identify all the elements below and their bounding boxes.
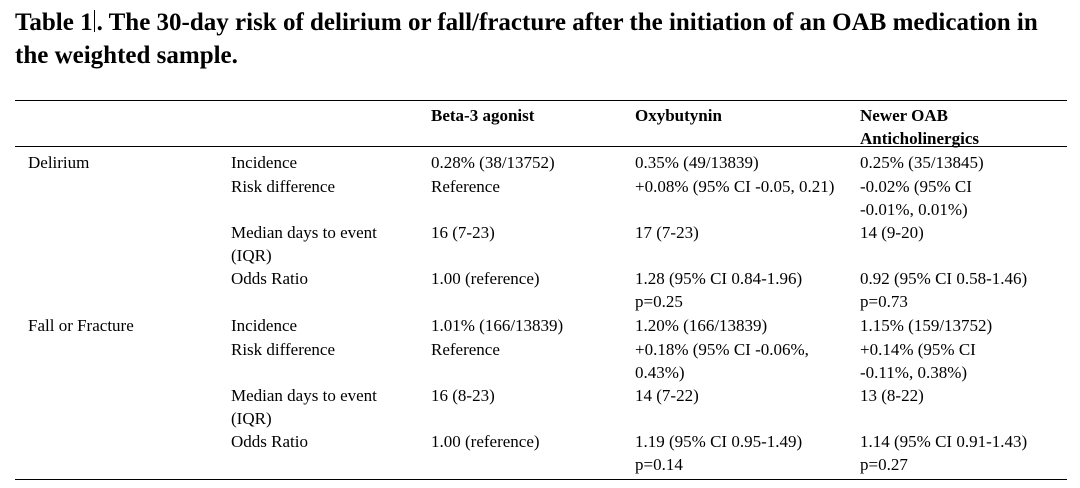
table-cell: -0.02% (95% CI -0.01%, 0.01%): [860, 177, 972, 219]
group-label-delirium: Delirium: [28, 153, 90, 172]
table-cell: 14 (7-22): [635, 386, 699, 405]
table-cell: 1.20% (166/13839): [635, 316, 768, 335]
table-cell: +0.18% (95% CI -0.06%, 0.43%): [635, 340, 809, 382]
table-cell: 17 (7-23): [635, 223, 699, 242]
table-cell: 0.35% (49/13839): [635, 153, 759, 172]
header-rule: [15, 146, 1067, 147]
table-cell: Reference: [431, 177, 500, 196]
table-cell: 14 (9-20): [860, 223, 924, 242]
table-top-rule: [15, 100, 1067, 101]
caption-text: . The 30-day risk of delirium or fall/fr…: [15, 9, 1038, 69]
header-oxybutynin: Oxybutynin: [635, 106, 722, 125]
measure-label: Odds Ratio: [231, 269, 308, 288]
group-label-fall-fracture: Fall or Fracture: [28, 316, 134, 335]
table-cell: 0.92 (95% CI 0.58-1.46) p=0.73: [860, 269, 1028, 311]
header-beta3: Beta-3 agonist: [431, 106, 535, 125]
table-cell: Reference: [431, 340, 500, 359]
table-cell: 1.14 (95% CI 0.91-1.43) p=0.27: [860, 432, 1028, 474]
table-cell: 1.15% (159/13752): [860, 316, 993, 335]
measure-label: Median days to event (IQR): [231, 223, 377, 265]
table-cell: 1.01% (166/13839): [431, 316, 564, 335]
table-cell: 0.28% (38/13752): [431, 153, 555, 172]
measure-label: Median days to event (IQR): [231, 386, 377, 428]
table-bottom-rule: [15, 479, 1067, 480]
header-newer-oab: Newer OAB Anticholinergics: [860, 106, 979, 148]
measure-label: Incidence: [231, 316, 298, 335]
table-cell: 16 (7-23): [431, 223, 495, 242]
table-cell: 1.19 (95% CI 0.95-1.49) p=0.14: [635, 432, 803, 474]
table-cell: 13 (8-22): [860, 386, 924, 405]
table-cell: +0.08% (95% CI -0.05, 0.21): [635, 177, 835, 196]
table-cell: 1.00 (reference): [431, 269, 540, 288]
text-cursor: [93, 10, 95, 32]
table-cell: +0.14% (95% CI -0.11%, 0.38%): [860, 340, 976, 382]
measure-label: Odds Ratio: [231, 432, 308, 451]
table-cell: 16 (8-23): [431, 386, 495, 405]
table-caption: Table 1. The 30-day risk of delirium or …: [15, 6, 1065, 72]
caption-label: Table 1: [15, 9, 93, 36]
table-cell: 0.25% (35/13845): [860, 153, 984, 172]
measure-label: Incidence: [231, 153, 298, 172]
measure-label: Risk difference: [231, 177, 336, 196]
table-cell: 1.00 (reference): [431, 432, 540, 451]
measure-label: Risk difference: [231, 340, 336, 359]
table-cell: 1.28 (95% CI 0.84-1.96) p=0.25: [635, 269, 803, 311]
